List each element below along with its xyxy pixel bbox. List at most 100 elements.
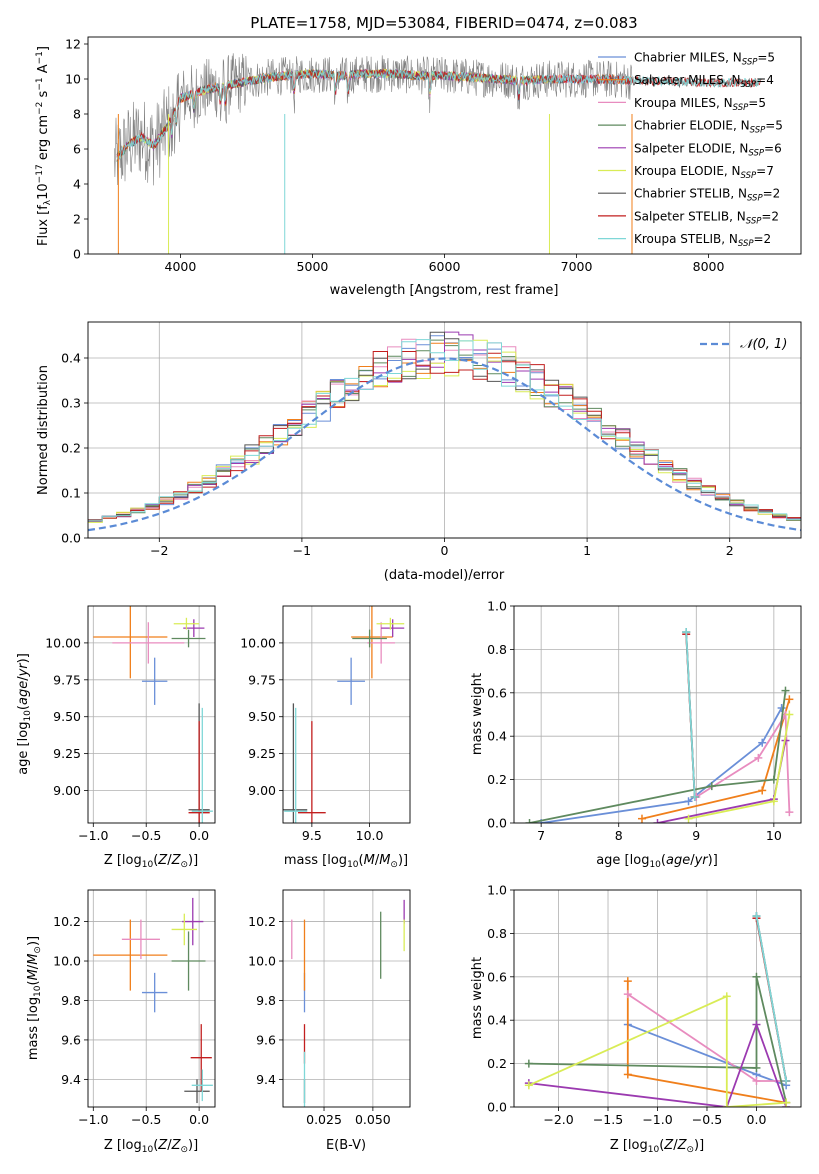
- label-part: age: [666, 853, 690, 868]
- axes-frame: [87, 605, 216, 824]
- errorbar-point: [141, 972, 168, 1013]
- plot-area: [93, 897, 213, 1104]
- y-tick-label: 9.25: [248, 746, 276, 761]
- x-tick-label: −1.0: [78, 1112, 108, 1127]
- axes-frame: [87, 321, 802, 539]
- x-tick-label: 10: [766, 828, 782, 843]
- errorbar-point: [141, 657, 168, 705]
- label-part: /: [26, 964, 41, 969]
- weight-series: [684, 710, 794, 823]
- x-axis-label: age [log10(age/yr)]: [596, 853, 718, 870]
- y-tick-label: 9.75: [248, 672, 276, 687]
- label-part: M: [379, 853, 390, 868]
- errorbar-point: [351, 606, 393, 679]
- errorbar-point: [171, 931, 206, 991]
- label-part: =2: [761, 209, 779, 223]
- y-tick-label: 10.2: [53, 914, 81, 929]
- errorbar-point: [191, 1069, 213, 1102]
- y-tick-label: 0.1: [61, 486, 81, 501]
- histogram-steps: [88, 351, 801, 521]
- x-axis-label: E(B-V): [326, 1138, 366, 1153]
- label-part: Kroupa ELODIE, N: [634, 164, 741, 178]
- x-tick-label: 9: [692, 828, 700, 843]
- label-part: Z: [157, 853, 168, 868]
- label-part: (: [16, 705, 31, 710]
- y-tick-label: 0.4: [487, 1013, 507, 1028]
- label-part: SSP: [741, 171, 757, 181]
- label-part: s: [36, 90, 51, 101]
- y-tick-label: 10: [65, 72, 81, 87]
- histogram-steps: [88, 339, 801, 523]
- plot-area: [524, 912, 791, 1107]
- legend-label: Salpeter MILES, NSSP=4: [634, 73, 774, 90]
- label-part: =6: [764, 141, 782, 155]
- label-part: SSP: [741, 80, 757, 90]
- errorbar-point: [367, 622, 395, 664]
- label-part: −1: [35, 51, 45, 64]
- x-tick-label: 0.0: [189, 1112, 209, 1127]
- y-tick-label: 0: [73, 247, 81, 262]
- legend-label: Chabrier MILES, NSSP=5: [634, 51, 775, 68]
- x-tick-label: −1: [293, 543, 311, 558]
- label-part: SSP: [742, 58, 758, 68]
- y-tick-label: 9.50: [53, 709, 81, 724]
- label-part: 10: [33, 985, 43, 997]
- label-part: (: [659, 1138, 664, 1153]
- x-tick-label: 8000: [693, 259, 725, 274]
- errorbar-point: [284, 707, 308, 823]
- errorbar-point: [376, 617, 405, 630]
- weight-series: [537, 703, 786, 823]
- model-spectrum: [116, 68, 762, 161]
- label-part: Chabrier ELODIE, N: [634, 119, 750, 133]
- errorbar-point: [184, 1079, 210, 1104]
- label-part: Z: [663, 1138, 674, 1153]
- plot-area: [283, 606, 405, 823]
- weight-line: [695, 711, 791, 813]
- label-part: A: [36, 64, 51, 77]
- grid: [88, 890, 215, 1107]
- observed-spectrum: [114, 53, 633, 186]
- errorbar-point: [182, 897, 204, 946]
- y-tick-label: 0.8: [487, 926, 507, 941]
- label-part: )]: [26, 936, 41, 946]
- histogram-steps: [88, 331, 801, 521]
- errorbar-point: [298, 721, 326, 823]
- y-tick-label: 0.4: [61, 351, 81, 366]
- y-tick-label: 9.8: [61, 993, 81, 1008]
- label-part: SSP: [747, 194, 763, 204]
- label-part: )]: [188, 853, 198, 868]
- label-part: 10: [36, 183, 51, 200]
- y-tick-label: 9.25: [53, 746, 81, 761]
- label-part: yr: [694, 853, 710, 868]
- y-tick-label: 0.3: [61, 396, 81, 411]
- x-axis-label: Z [log10(Z/Z⊙)]: [610, 1138, 704, 1155]
- weight-line: [529, 690, 787, 823]
- errorbar-point: [190, 1024, 212, 1092]
- spectrum-legend: Chabrier MILES, NSSP=5 Salpeter MILES, NS…: [598, 51, 783, 249]
- label-part: 10: [23, 710, 33, 722]
- label-part: )]: [16, 653, 31, 663]
- errorbar-point: [171, 913, 198, 946]
- plot-area: [88, 331, 801, 532]
- label-part: 10: [649, 860, 661, 870]
- x-tick-label: −0.5: [131, 1112, 161, 1127]
- label-part: Z: [171, 853, 182, 868]
- label-part: λ: [43, 199, 53, 205]
- label-part: mass [log: [26, 997, 41, 1060]
- label-part: /: [167, 1138, 172, 1153]
- legend-label: 𝒩(0, 1): [740, 337, 787, 352]
- histogram-steps: [88, 331, 801, 523]
- errorbar-point: [121, 919, 160, 960]
- y-tick-label: 9.8: [256, 993, 276, 1008]
- errorbar-point: [93, 606, 168, 679]
- legend-label: Salpeter STELIB, NSSP=2: [634, 209, 779, 226]
- weight-series: [752, 912, 791, 1085]
- label-part: (: [359, 853, 364, 868]
- label-part: (: [153, 853, 158, 868]
- label-part: )]: [398, 853, 408, 868]
- label-part: −1: [35, 77, 45, 90]
- x-tick-label: 7: [537, 828, 545, 843]
- x-tick-label: 6000: [429, 259, 461, 274]
- y-tick-label: 0.2: [487, 772, 507, 787]
